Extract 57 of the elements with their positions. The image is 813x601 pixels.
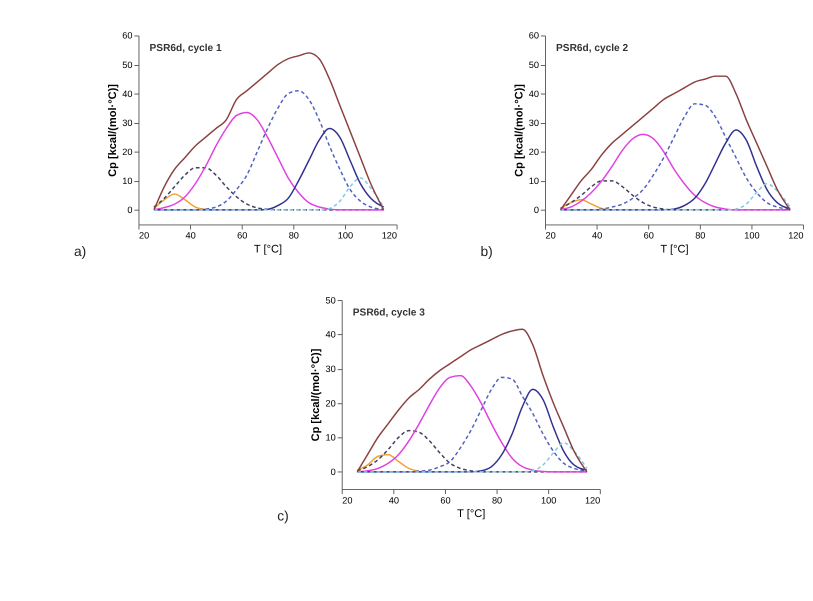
line-series (153, 177, 384, 211)
y-tick-label: 40 (326, 330, 336, 340)
y-axis-title: Cp [kcal/(mol·°C)] (310, 348, 322, 442)
y-tick-label: 30 (326, 364, 336, 374)
y-tick-label: 50 (122, 60, 133, 70)
y-axis-title: Cp [kcal/(mol·°C)] (106, 84, 119, 177)
y-tick-label: 30 (122, 118, 133, 128)
x-tick-label: 20 (545, 230, 556, 241)
y-tick-label: 10 (528, 176, 540, 186)
y-tick-label: 10 (326, 432, 336, 443)
y-tick-label: 20 (326, 398, 336, 408)
text: PSR6d, cycle 2 (556, 43, 628, 54)
y-tick-label: 50 (326, 295, 336, 306)
x-tick-label: 60 (237, 230, 248, 241)
x-tick-label: 120 (584, 495, 600, 506)
x-tick-label: 40 (388, 495, 399, 506)
x-tick-label: 100 (541, 495, 556, 506)
x-tick-label: 100 (338, 230, 354, 241)
y-tick-label: 60 (528, 30, 540, 41)
line-series (356, 328, 588, 473)
y-tick-label: 0 (534, 205, 540, 216)
x-tick-label: 80 (288, 230, 299, 241)
x-axis-title: T [°C] (457, 508, 486, 520)
x-tick-label: 80 (695, 230, 706, 241)
text: PSR6d, cycle 3 (352, 308, 426, 319)
y-tick-label: 10 (122, 176, 133, 186)
x-tick-label: 80 (492, 495, 502, 506)
x-axis-title: T [°C] (660, 244, 689, 256)
y-tick-label: 20 (122, 147, 133, 158)
x-axis-title: T [°C] (254, 244, 282, 256)
line-series (560, 75, 791, 211)
y-tick-label: 40 (122, 88, 133, 99)
line-series (153, 112, 384, 211)
text: PSR6d, cycle 1 (150, 43, 222, 54)
x-tick-label: 100 (744, 230, 760, 241)
y-tick-label: 50 (528, 60, 540, 70)
x-tick-label: 40 (185, 230, 196, 241)
x-tick-label: 20 (342, 495, 352, 506)
x-tick-label: 60 (440, 495, 451, 506)
x-tick-label: 60 (644, 230, 654, 241)
line-series (356, 442, 588, 473)
x-tick-label: 120 (382, 230, 398, 241)
text: a) (74, 242, 86, 259)
line-series (153, 52, 384, 211)
y-axis-title: Cp [kcal/(mol·°C)] (513, 84, 526, 177)
y-tick-label: 0 (330, 467, 336, 478)
text: c) (277, 507, 289, 524)
x-tick-label: 120 (788, 230, 804, 241)
x-tick-label: 40 (592, 230, 602, 241)
y-tick-label: 0 (127, 205, 133, 216)
y-tick-label: 20 (528, 147, 540, 158)
x-tick-label: 20 (138, 230, 150, 241)
line-series (356, 454, 420, 472)
text: b) (480, 242, 493, 259)
y-tick-label: 60 (122, 30, 133, 41)
y-tick-label: 40 (528, 88, 540, 99)
y-tick-label: 30 (528, 118, 540, 128)
